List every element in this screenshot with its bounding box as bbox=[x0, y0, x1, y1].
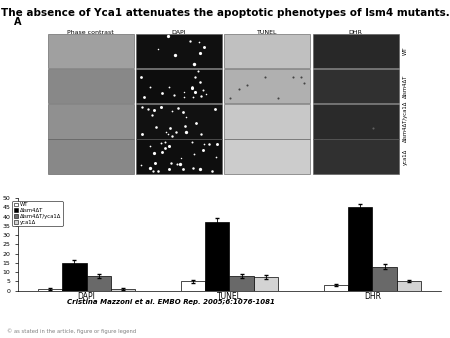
Text: DHR: DHR bbox=[349, 30, 363, 35]
Bar bbox=[348, 207, 373, 291]
Text: WT: WT bbox=[403, 47, 408, 55]
Bar bbox=[205, 222, 230, 291]
Bar bbox=[181, 282, 205, 291]
Bar bbox=[224, 139, 310, 174]
Text: Cristina Mazzoni et al. EMBO Rep. 2005;6:1076-1081: Cristina Mazzoni et al. EMBO Rep. 2005;6… bbox=[67, 299, 275, 305]
Bar bbox=[224, 104, 310, 139]
Bar bbox=[136, 139, 222, 174]
Bar bbox=[48, 69, 134, 103]
Bar bbox=[136, 104, 222, 139]
Bar bbox=[62, 263, 86, 291]
Bar bbox=[312, 69, 399, 103]
Bar bbox=[86, 276, 111, 291]
Bar bbox=[136, 33, 222, 68]
Bar bbox=[38, 289, 62, 291]
Text: Phase contrast: Phase contrast bbox=[68, 30, 114, 35]
Bar bbox=[48, 139, 134, 174]
Bar bbox=[397, 282, 421, 291]
Bar bbox=[224, 33, 310, 68]
Bar bbox=[254, 277, 278, 291]
Bar bbox=[48, 104, 134, 139]
Text: TUNEL: TUNEL bbox=[257, 30, 278, 35]
Text: © as stated in the article, figure or figure legend: © as stated in the article, figure or fi… bbox=[7, 328, 136, 334]
Bar bbox=[224, 69, 310, 103]
Bar bbox=[48, 33, 134, 68]
Text: The absence of Yca1 attenuates the apoptotic phenotypes of lsm4 mutants.: The absence of Yca1 attenuates the apopt… bbox=[0, 8, 450, 19]
Text: A: A bbox=[14, 17, 21, 27]
Text: Δlsm4ΔT/yca1Δ: Δlsm4ΔT/yca1Δ bbox=[403, 101, 408, 142]
Y-axis label: Percentage of apoptotic cells: Percentage of apoptotic cells bbox=[0, 199, 1, 290]
Text: EMBO: EMBO bbox=[378, 309, 412, 319]
Bar bbox=[312, 33, 399, 68]
Bar bbox=[373, 267, 397, 291]
Text: yca1Δ: yca1Δ bbox=[403, 148, 408, 165]
Bar bbox=[230, 276, 254, 291]
Bar bbox=[111, 289, 135, 291]
Bar bbox=[312, 104, 399, 139]
Bar bbox=[136, 69, 222, 103]
Text: reports: reports bbox=[381, 322, 409, 331]
Bar bbox=[312, 139, 399, 174]
Bar bbox=[324, 285, 348, 291]
Text: Δlsm4ΔT: Δlsm4ΔT bbox=[403, 74, 408, 98]
Legend: WT, Δlsm4ΔT, Δlsm4ΔT/yca1Δ, yca1Δ: WT, Δlsm4ΔT, Δlsm4ΔT/yca1Δ, yca1Δ bbox=[12, 201, 63, 226]
Text: DAPI: DAPI bbox=[172, 30, 186, 35]
